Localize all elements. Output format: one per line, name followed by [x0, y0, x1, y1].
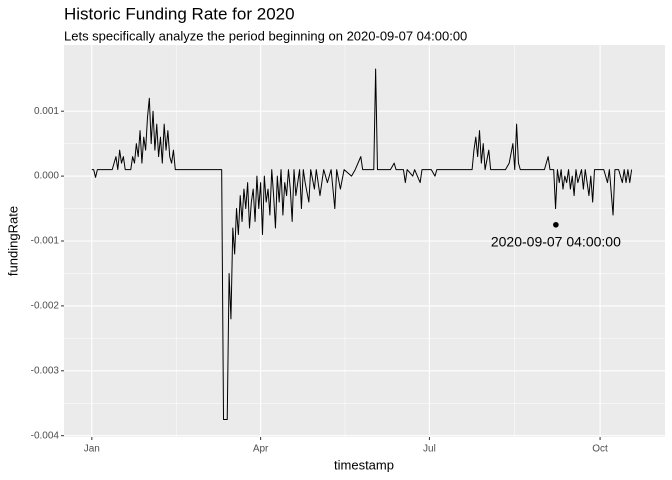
- x-axis-title: timestamp: [334, 457, 394, 472]
- y-tick-label: 0.000: [34, 171, 59, 182]
- x-tick-label: Jan: [84, 444, 100, 455]
- chart-title: Historic Funding Rate for 2020: [64, 4, 295, 23]
- annotation-label: 2020-09-07 04:00:00: [491, 233, 621, 249]
- y-tick-label: -0.003: [31, 365, 60, 376]
- y-tick-label: 0.001: [34, 106, 59, 117]
- annotation-point: [553, 221, 559, 228]
- data-line: [91, 68, 633, 420]
- y-axis-title: fundingRate: [5, 206, 20, 276]
- x-tick-label: Oct: [592, 444, 608, 455]
- chart-subtitle: Lets specifically analyze the period beg…: [64, 28, 467, 43]
- y-tick-label: -0.001: [31, 236, 60, 247]
- y-tick-label: -0.004: [31, 430, 60, 441]
- y-tick-label: -0.002: [31, 301, 60, 312]
- x-tick-label: Apr: [253, 444, 269, 455]
- x-tick-label: Jul: [423, 444, 436, 455]
